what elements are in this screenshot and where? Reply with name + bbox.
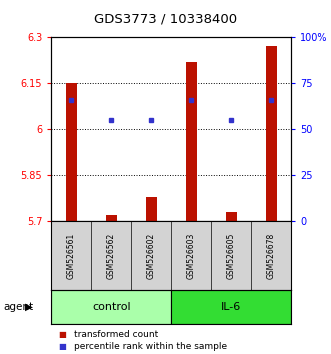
Text: ▶: ▶ <box>25 302 33 312</box>
Bar <box>226 212 237 221</box>
Text: percentile rank within the sample: percentile rank within the sample <box>74 342 228 351</box>
Bar <box>106 215 117 221</box>
Text: GSM526603: GSM526603 <box>187 233 196 279</box>
Text: GSM526561: GSM526561 <box>67 233 76 279</box>
Text: control: control <box>92 302 131 312</box>
Bar <box>266 46 277 221</box>
Bar <box>51 290 171 324</box>
Text: GDS3773 / 10338400: GDS3773 / 10338400 <box>94 12 237 25</box>
Text: ■: ■ <box>58 342 66 351</box>
Text: ■: ■ <box>58 330 66 339</box>
Text: agent: agent <box>3 302 33 312</box>
Text: IL-6: IL-6 <box>221 302 241 312</box>
Bar <box>146 197 157 221</box>
Text: GSM526602: GSM526602 <box>147 233 156 279</box>
Bar <box>66 83 77 221</box>
Text: GSM526678: GSM526678 <box>267 233 276 279</box>
Bar <box>186 62 197 221</box>
Text: GSM526562: GSM526562 <box>107 233 116 279</box>
Bar <box>171 290 291 324</box>
Text: GSM526605: GSM526605 <box>227 233 236 279</box>
Text: transformed count: transformed count <box>74 330 159 339</box>
